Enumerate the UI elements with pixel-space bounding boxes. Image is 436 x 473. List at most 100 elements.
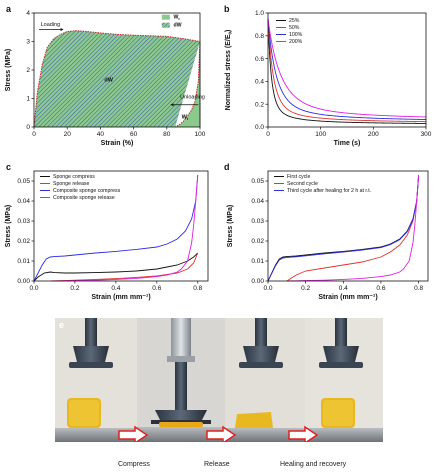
plot-frame [267,12,427,128]
legend-label: Composite sponge release [53,195,115,201]
legend-label: Sponge compress [53,174,95,180]
caption-compress: Compress [118,461,150,468]
curve-composite-sponge-release [54,174,199,282]
y-tick-label: 0.01 [251,258,264,265]
relaxation-curve-100pct [267,18,427,120]
loading-curve [33,30,201,128]
x-tick-label: 100 [315,131,326,138]
y-tick-label: 0.05 [17,178,30,185]
panel-letter-a: a [6,4,12,14]
x-tick-label: 0.4 [339,285,348,292]
x-axis-title: Time (s) [334,140,361,147]
y-tick-label: 0.00 [251,278,264,285]
y-tick-label: 0 [26,124,30,131]
x-axis-title: Strain (mm mm⁻¹) [91,294,150,301]
legend-label-dw: dW [173,23,181,29]
y-tick-label: 1 [26,96,30,103]
y-tick-label: 2 [26,67,30,74]
y-tick-label: 0.8 [255,33,264,40]
loading-arrowhead [60,28,64,32]
unloading-label: Unloading [180,95,205,101]
curve-sponge-release [50,252,199,282]
x-tick-label: 0.0 [29,285,38,292]
x-axis-title: Strain (mm mm⁻¹) [318,294,377,301]
wr-sub: r [187,116,189,121]
x-tick-label: 80 [163,131,171,138]
y-tick-label: 0.04 [251,198,264,205]
wr-area [175,41,200,127]
legend-label: First cycle [287,174,310,180]
curve-third-cycle-after-healing-for-2-h-at-r-t- [267,175,420,282]
frame-1 [55,318,137,442]
relaxation-curve-50pct [267,18,427,123]
panel-letter-d: d [224,162,230,172]
photo-sequence-drawing [55,318,383,442]
x-tick-label: 0.8 [193,285,202,292]
legend-label: 200% [289,39,303,45]
curve-second-cycle [286,176,420,282]
legend-swatch-wr [161,14,170,20]
frame-3 [225,318,305,442]
x-tick-label: 60 [130,131,138,138]
x-tick-label: 0.8 [414,285,423,292]
legend-swatch-dw [161,22,170,28]
arrow-1 [118,425,149,442]
legend-label: 25% [289,18,300,24]
photo-sequence: e [55,318,383,442]
y-tick-label: 0.0 [255,124,264,131]
legend-label-wr: Wr [173,15,180,21]
frame-4 [305,318,383,442]
plot-frame [33,12,201,128]
x-tick-label: 200 [368,131,379,138]
y-axis-title: Stress (MPa) [227,205,234,247]
legend-label: Third cycle after healing for 2 h at r.t… [287,188,371,194]
y-tick-label: 0.01 [17,258,30,265]
x-tick-label: 0.6 [152,285,161,292]
y-tick-label: 3 [26,39,30,46]
legend-label: Composite sponge compress [53,188,121,194]
y-tick-label: 0.03 [17,218,30,225]
legend-label: Second cycle [287,181,318,187]
relaxation-curve-25pct [267,18,427,124]
unloading-curve [174,41,201,128]
x-tick-label: 40 [97,131,105,138]
caption-healing-recovery: Healing and recovery [280,461,347,468]
chart-a-stress-strain: a 0 20 40 60 80 100 0 1 2 3 4 Strain (%) Loading Unloa… [5,4,206,147]
x-tick-label: 300 [421,131,432,138]
relaxation-curve-200pct [267,18,427,118]
curve-sponge-compress [33,252,199,282]
x-tick-label: 0.2 [301,285,310,292]
loading-label: Loading [41,22,61,28]
unloading-arrowhead [170,103,174,107]
x-tick-label: 0 [266,131,270,138]
y-tick-label: 0.02 [17,238,30,245]
y-tick-label: 0.03 [251,218,264,225]
legend-sub: r [178,16,180,21]
x-tick-label: 20 [64,131,72,138]
y-tick-label: 0.4 [255,79,264,86]
y-axis-title: Stress (MPa) [5,49,12,91]
x-tick-label: 100 [195,131,206,138]
y-tick-label: 1.0 [255,10,264,17]
x-axis-title: Strain (%) [101,140,134,147]
dw-area [34,30,200,128]
y-axis-end: ) [225,30,232,32]
chart-c-sponge-cycles: c 0.0 0.2 0.4 0.6 0.8 0.00 0.01 0.02 0.03 0.04 0.05… [5,162,209,301]
frame-2 [137,318,225,442]
y-axis-title: Normalized stress (E/E0) [225,30,233,111]
curve-release [286,174,420,282]
legend-label: Sponge release [53,181,89,187]
legend-label: 100% [289,32,303,38]
y-tick-label: 0.05 [251,178,264,185]
x-tick-label: 0.6 [376,285,385,292]
dw-label: dW [104,77,113,83]
y-tick-label: 0.6 [255,56,264,63]
y-axis-sub: 0 [228,31,233,34]
y-axis-title: Stress (MPa) [5,205,12,247]
y-tick-label: 0.2 [255,101,264,108]
x-tick-label: 0.4 [111,285,120,292]
arrow-2 [206,425,237,442]
chart-d-healing-cycles: d 0.0 0.2 0.4 0.6 0.8 0.00 0.01 0.02 0.03 0.04 0.05… [224,162,429,301]
y-tick-label: 0.02 [251,238,264,245]
plot-frame [33,170,209,282]
